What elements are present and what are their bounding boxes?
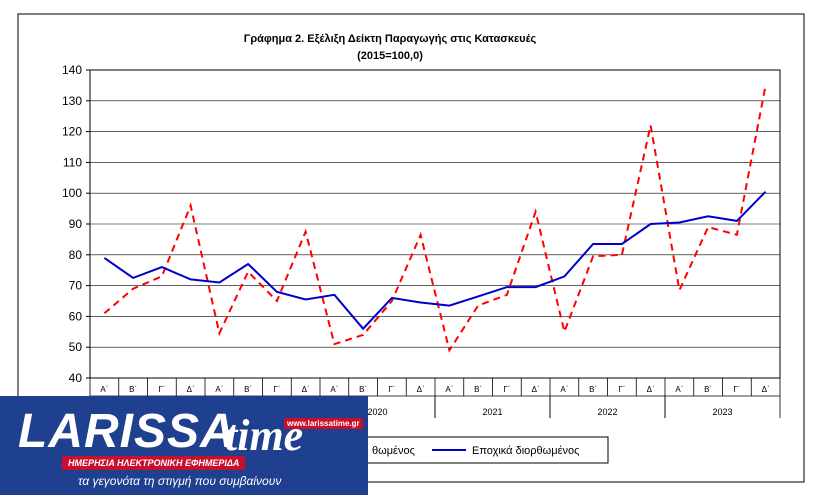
x-tick-label: Δ΄ — [302, 385, 310, 394]
series-layer — [103, 85, 767, 353]
x-tick-label: Β΄ — [589, 385, 597, 394]
x-tick-label: Γ΄ — [388, 385, 395, 394]
logo-url: www.larissatime.gr — [284, 418, 363, 429]
y-tick-label: 40 — [69, 371, 83, 385]
x-tick-label: Β΄ — [704, 385, 712, 394]
year-label: 2022 — [597, 407, 617, 417]
chart-subtitle: (2015=100,0) — [357, 50, 423, 62]
y-tick-label: 60 — [69, 309, 83, 323]
year-label: 2023 — [712, 407, 732, 417]
logo-band: ΗΜΕΡΗΣΙΑ ΗΛΕΚΤΡΟΝΙΚΗ ΕΦΗΜΕΡΙΔΑ — [62, 456, 246, 470]
legend-label-seasonal: Εποχικά διορθωμένος — [472, 445, 579, 457]
x-tick-label: Δ΄ — [187, 385, 195, 394]
x-tick-label: Β΄ — [244, 385, 252, 394]
logo-slogan: τα γεγονότα τη στιγμή που συμβαίνουν — [78, 474, 282, 488]
x-tick-label: Β΄ — [359, 385, 367, 394]
year-label: 2020 — [367, 407, 387, 417]
y-axis: 40 50 60 70 80 90 100 110 120 130 140 — [62, 63, 90, 385]
x-tick-label: Α΄ — [675, 385, 683, 394]
y-tick-label: 70 — [69, 279, 83, 293]
logo-brand-left: LARISSA — [18, 405, 236, 458]
x-tick-label: Γ΄ — [273, 385, 280, 394]
series-line-seasonal — [103, 190, 767, 331]
x-tick-label: Γ΄ — [733, 385, 740, 394]
x-tick-label: Γ΄ — [618, 385, 625, 394]
x-tick-label: Δ΄ — [417, 385, 425, 394]
x-tick-label: Α΄ — [215, 385, 223, 394]
legend: θωμένος Εποχικά διορθωμένος — [329, 436, 609, 464]
x-tick-label: Α΄ — [560, 385, 568, 394]
legend-label-partial: θωμένος — [372, 445, 415, 457]
larissatime-logo: LARISSA time www.larissatime.gr ΗΜΕΡΗΣΙΑ… — [0, 396, 368, 495]
year-label: 2021 — [482, 407, 502, 417]
x-tick-label: Β΄ — [474, 385, 482, 394]
x-tick-label: Γ΄ — [503, 385, 510, 394]
y-tick-label: 120 — [62, 125, 82, 139]
x-tick-label: Α΄ — [445, 385, 453, 394]
y-tick-label: 50 — [69, 340, 83, 354]
x-tick-label: Δ΄ — [532, 385, 540, 394]
x-tick-label: Β΄ — [129, 385, 137, 394]
y-tick-label: 90 — [69, 217, 83, 231]
series-line-unadjusted — [103, 85, 767, 353]
y-tick-label: 100 — [62, 186, 82, 200]
x-tick-label: Δ΄ — [647, 385, 655, 394]
x-tick-label: Γ΄ — [158, 385, 165, 394]
legend-box — [329, 436, 609, 464]
x-axis: Α΄ Β΄ Γ΄ Δ΄ Α΄ Β΄ Γ΄ Δ΄ Α΄ Β΄ Γ΄ Δ΄ Α΄ Β΄ Γ΄ Δ΄ Α΄ Β΄ Γ΄ Δ΄… — [89, 378, 781, 418]
chart-title: Γράφημα 2. Εξέλιξη Δείκτη Παραγωγής στις… — [244, 33, 537, 45]
y-tick-label: 130 — [62, 94, 82, 108]
y-tick-label: 140 — [62, 63, 82, 77]
x-tick-label: Δ΄ — [762, 385, 770, 394]
y-tick-label: 110 — [63, 155, 82, 169]
x-tick-label: Α΄ — [100, 385, 108, 394]
y-tick-label: 80 — [69, 248, 83, 262]
x-tick-label: Α΄ — [330, 385, 338, 394]
